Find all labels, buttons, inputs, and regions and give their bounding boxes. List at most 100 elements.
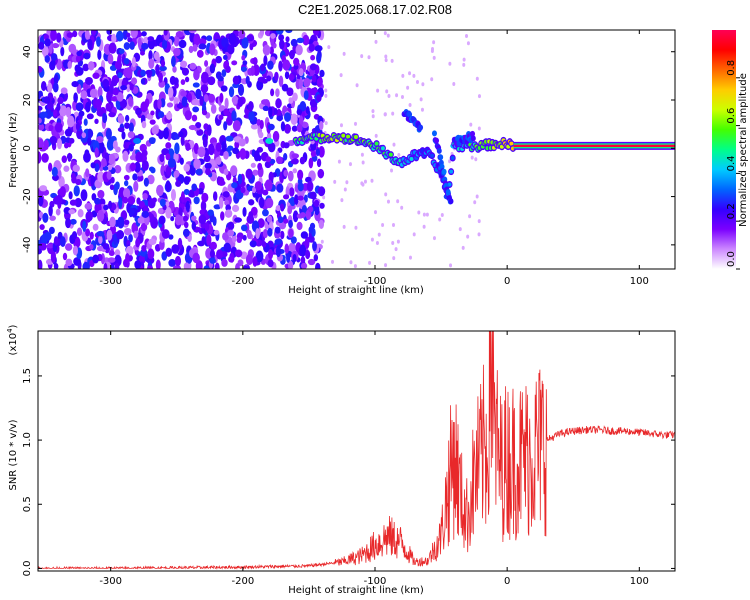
branch-point (470, 135, 476, 142)
noise-speck (305, 249, 311, 260)
branch-point (436, 147, 442, 154)
noise-speck (290, 158, 299, 165)
noise-speck (477, 232, 481, 237)
snr-x-ticks: -300 -200 -100 0 100 (99, 331, 649, 587)
noise-speck (360, 152, 364, 157)
noise-speck (340, 198, 344, 203)
noise-speck (470, 155, 474, 160)
noise-speck (199, 209, 205, 215)
noise-speck (48, 226, 55, 235)
noise-speck (287, 170, 294, 182)
noise-speck (374, 39, 378, 44)
y-tick-label: 0 (22, 145, 33, 151)
noise-speck (204, 60, 209, 67)
noise-speck (298, 78, 303, 90)
noise-speck (126, 84, 131, 93)
noise-speck (131, 56, 136, 68)
noise-speck (391, 111, 395, 116)
noise-speck (56, 32, 62, 43)
branch-point (448, 198, 454, 205)
noise-speck (38, 248, 42, 255)
noise-speck (112, 140, 118, 150)
noise-speck (92, 72, 100, 79)
noise-speck (71, 175, 77, 184)
noise-speck (130, 30, 138, 39)
noise-speck (178, 39, 187, 49)
noise-speck (461, 245, 465, 250)
noise-speck (259, 119, 264, 130)
noise-speck (288, 73, 295, 82)
noise-speck (310, 150, 317, 157)
noise-speck (313, 199, 320, 208)
noise-speck (234, 249, 243, 258)
noise-speck (160, 164, 166, 177)
x-tick-label: -300 (99, 276, 122, 287)
noise-speck (38, 65, 43, 73)
noise-speck (296, 37, 305, 44)
noise-speck (262, 44, 271, 56)
noise-speck (245, 75, 250, 85)
noise-speck (53, 109, 58, 118)
noise-speck (167, 158, 176, 168)
noise-speck (173, 134, 180, 140)
noise-speck (309, 222, 316, 230)
noise-speck (141, 244, 147, 252)
x-tick-label: -300 (99, 576, 122, 587)
noise-speck (239, 148, 247, 160)
noise-speck (90, 162, 96, 169)
noise-speck (213, 204, 221, 210)
noise-speck (73, 92, 78, 103)
noise-speck (242, 206, 247, 217)
noise-speck (275, 205, 281, 212)
ridge-core (388, 152, 393, 157)
noise-speck (85, 228, 91, 237)
noise-speck (231, 204, 240, 213)
snr-y-axis-label: SNR (10 * v/v) (8, 419, 19, 490)
noise-speck (465, 33, 469, 38)
noise-speck (258, 131, 264, 139)
noise-speck (255, 227, 260, 240)
ridge-point (225, 135, 234, 142)
noise-speck (284, 243, 289, 254)
x-tick-label: 100 (630, 576, 649, 587)
carrier-band-core (513, 144, 675, 148)
noise-speck (477, 219, 481, 224)
noise-speck (102, 243, 110, 250)
noise-speck (375, 240, 379, 245)
noise-speck (284, 123, 291, 134)
noise-speck (180, 191, 185, 203)
noise-speck (59, 236, 66, 248)
noise-speck (207, 209, 214, 216)
noise-speck (101, 157, 107, 168)
noise-speck (191, 98, 200, 106)
noise-speck (308, 157, 314, 169)
noise-speck (50, 60, 56, 66)
noise-speck (140, 69, 146, 77)
noise-speck (275, 245, 281, 258)
noise-speck (317, 168, 325, 179)
noise-speck (275, 88, 280, 98)
noise-speck (296, 221, 303, 231)
noise-speck (57, 96, 64, 105)
noise-speck (384, 58, 388, 63)
noise-speck (273, 108, 278, 115)
noise-speck (299, 101, 307, 112)
noise-speck (165, 180, 171, 192)
noise-speck (200, 200, 207, 212)
noise-speck (227, 221, 235, 231)
noise-speck (279, 39, 285, 50)
noise-speck (314, 45, 323, 52)
colorbar-tick-label: 0.0 (726, 251, 737, 267)
noise-speck (76, 50, 83, 57)
noise-speck (282, 59, 291, 71)
noise-speck (316, 158, 322, 168)
noise-speck (67, 60, 72, 69)
noise-speck (94, 147, 99, 158)
noise-speck (48, 124, 54, 132)
noise-speck (292, 92, 298, 102)
noise-speck (264, 179, 273, 192)
noise-speck (265, 156, 272, 163)
noise-speck (105, 128, 112, 140)
noise-speck (147, 248, 155, 260)
noise-speck (158, 215, 166, 225)
